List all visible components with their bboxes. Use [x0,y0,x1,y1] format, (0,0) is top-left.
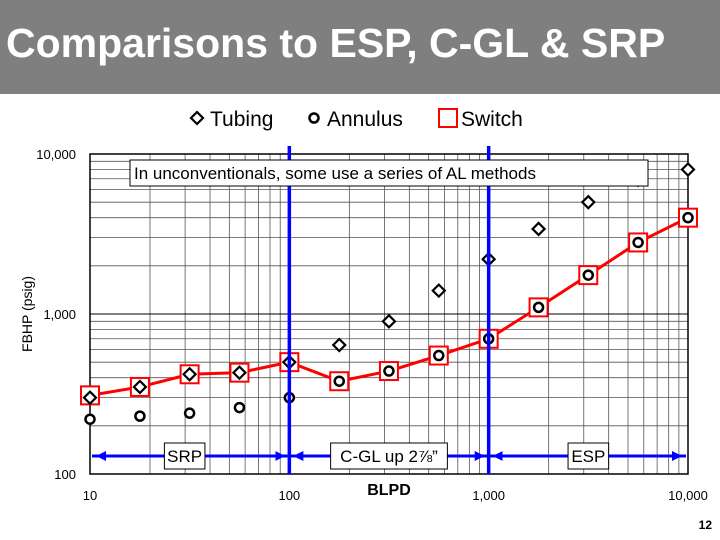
region-label-box [330,442,448,470]
marker-tubing [331,337,347,353]
marker-annulus [383,365,395,377]
marker-tubing [132,379,148,395]
title-divider [0,94,720,97]
x-tick-label: 10,000 [668,488,708,503]
legend-label-annulus: Annulus [327,108,403,131]
marker-annulus [532,301,545,314]
x-tick-label: 1,000 [472,488,505,503]
legend-marker-tubing [189,110,205,126]
axis-ticks: 10 100 1,000 10,000 100 1,000 10,000 [36,147,708,503]
y-tick-label: 100 [54,467,76,482]
legend-label-tubing: Tubing [210,108,273,131]
region-label-box [163,442,206,470]
y-tick-label: 10,000 [36,147,76,162]
region-label-box [567,442,610,470]
x-tick-label: 10 [83,488,97,503]
marker-tubing [231,365,248,381]
marker-annulus [233,401,246,414]
title-bar: Comparisons to ESP, C-GL & SRP [0,0,720,94]
legend-label-switch: Switch [461,108,523,131]
marker-tubing [531,221,547,237]
method-regions: SRP C-GL up 2⅞” ESP [92,146,686,474]
region-label: C-GL up 2⅞” [340,447,438,466]
x-axis-label: BLPD [367,482,411,499]
marker-tubing [680,161,696,178]
legend-marker-switch [438,108,458,128]
marker-tubing [182,366,198,382]
region-label: ESP [571,447,605,466]
marker-annulus [183,407,196,419]
legend-marker-annulus [308,112,320,124]
plot-area [89,153,689,475]
region-label: SRP [167,447,202,466]
marker-tubing [82,390,98,406]
marker-annulus [333,375,346,387]
marker-tubing [381,313,397,329]
marker-annulus [682,211,694,224]
annotation-box [129,159,649,187]
marker-tubing [580,194,596,210]
marker-annulus [632,236,644,249]
annotation-text: In unconventionals, some use a series of… [134,164,536,183]
marker-tubing [431,283,447,299]
y-tick-label: 1,000 [43,307,76,322]
slide-title: Comparisons to ESP, C-GL & SRP [6,20,666,66]
x-tick-label: 100 [278,488,300,503]
slide-number: 12 [698,518,712,532]
marker-annulus [582,269,595,281]
marker-annulus [433,349,445,362]
y-axis-label: FBHP (psig) [19,276,35,352]
marker-annulus [134,410,146,422]
marker-annulus [84,413,96,425]
legend: Tubing Annulus Switch [189,108,523,131]
